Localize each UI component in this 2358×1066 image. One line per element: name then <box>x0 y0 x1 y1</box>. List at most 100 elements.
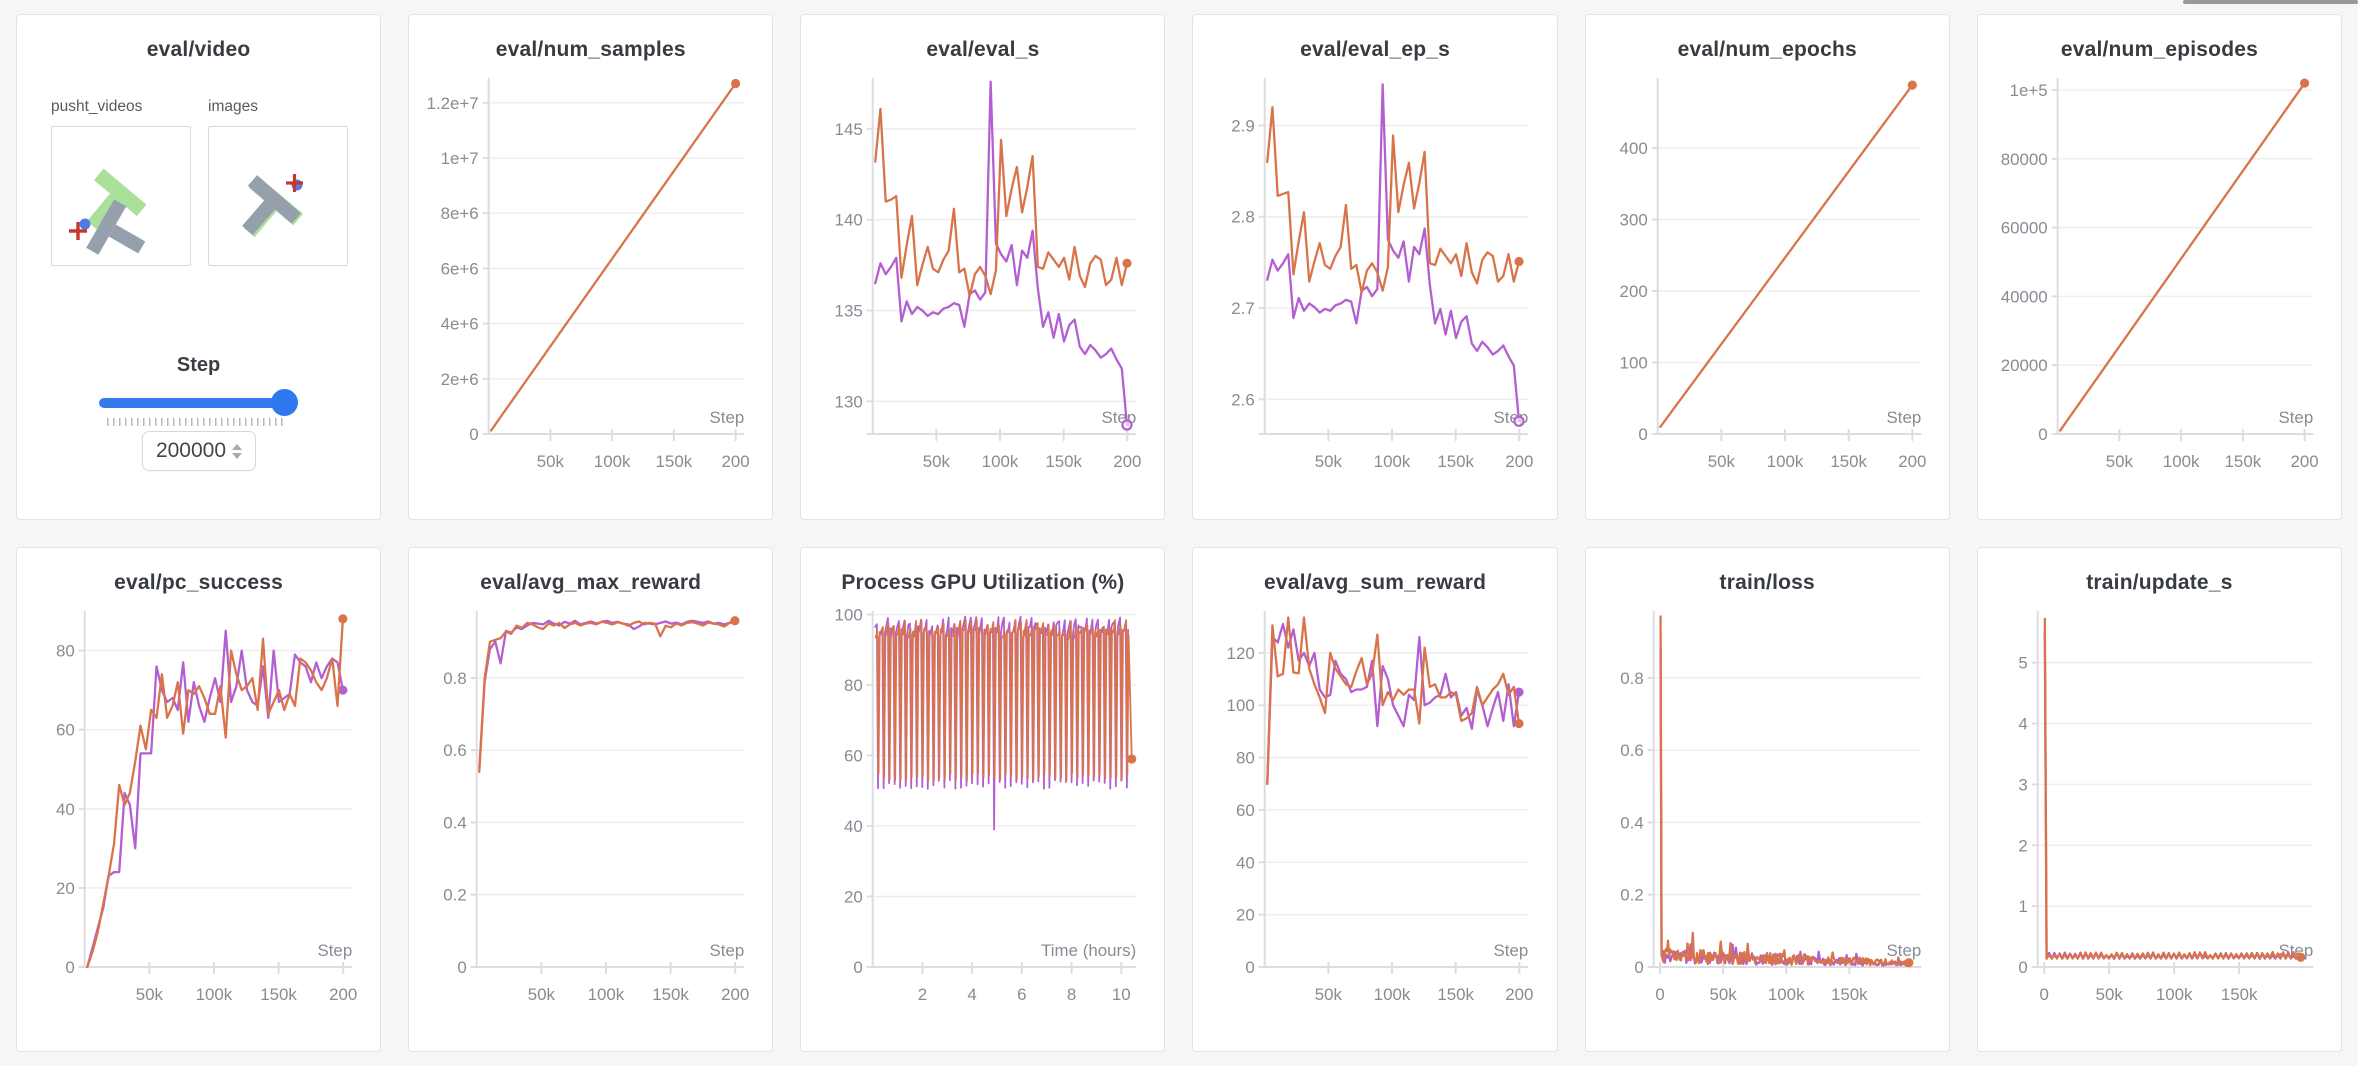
chart-panel-eval-num-epochs: eval/num_epochs 50k 100k 150k 200 0 100 200 300… <box>1584 14 1950 520</box>
chart-plot-area[interactable]: 50k 100k 150k 200 0 2e+6 4e+6 6e+6 8e+6 1e+7 1.2e+… <box>425 62 756 506</box>
x-tick-label: 100k <box>196 984 233 1003</box>
y-tick-label: 80 <box>56 641 75 660</box>
chart-plot-area[interactable]: 50k 100k 150k 200 0 20 40 60 80 Step <box>33 595 364 1039</box>
chart-panel-eval-num-samples: eval/num_samples 50k 100k 150k 200 0 2e+6 4e+6… <box>408 14 774 520</box>
y-tick-label: 0 <box>458 957 467 976</box>
step-slider-handle[interactable] <box>271 389 298 416</box>
y-tick-label: 20 <box>1236 905 1255 924</box>
chart-plot-area[interactable]: 0 50k 100k 150k 0 0.2 0.4 0.6 0.8 Step <box>1602 595 1933 1039</box>
chart-panel-eval-avg-sum-reward: eval/avg_sum_reward 50k 100k 150k 200 0 20 40 6… <box>1192 546 1558 1052</box>
x-tick-label: 50k <box>537 452 565 471</box>
target-cross <box>286 174 303 192</box>
chart-plot-area[interactable]: 50k 100k 150k 200 0 20 40 60 80 100 120 Step <box>1209 595 1540 1039</box>
end-marker-purple <box>1514 687 1525 697</box>
step-slider-ruler <box>107 418 287 426</box>
x-axis-label: Step <box>1494 940 1529 959</box>
y-tick-label: 2.6 <box>1232 390 1255 409</box>
series-orange <box>874 107 1129 298</box>
y-tick-label: 6e+6 <box>441 259 479 278</box>
y-tick-label: 200 <box>1619 282 1647 301</box>
series-orange <box>490 82 737 432</box>
x-tick-label: 150k <box>652 984 689 1003</box>
y-tick-label: 0.4 <box>1620 813 1643 832</box>
y-tick-label: 60 <box>56 720 75 739</box>
y-tick-label: 0 <box>2018 957 2027 976</box>
x-tick-label: 200 <box>1506 452 1534 471</box>
end-marker-orange <box>2299 78 2309 88</box>
y-tick-label: 145 <box>835 120 863 139</box>
y-tick-label: 300 <box>1619 211 1647 230</box>
panel-title: eval/video <box>146 38 251 61</box>
x-tick-label: 150k <box>656 452 693 471</box>
x-tick-label: 100k <box>1768 984 1805 1003</box>
y-tick-label: 2 <box>2018 836 2027 855</box>
end-marker-orange <box>1903 957 1914 967</box>
series-orange <box>1659 614 1910 967</box>
y-tick-label: 0.2 <box>443 885 466 904</box>
y-tick-label: 80000 <box>2001 150 2048 169</box>
y-tick-label: 40 <box>1236 853 1255 872</box>
y-tick-label: 0 <box>854 957 863 976</box>
y-tick-label: 0 <box>65 957 74 976</box>
chart-title: eval/num_episodes <box>2060 38 2258 61</box>
step-slider-track[interactable] <box>99 398 293 408</box>
x-tick-label: 200 <box>1114 452 1142 471</box>
x-axis-label: Step <box>2278 408 2313 427</box>
end-marker-orange <box>731 78 741 89</box>
block-t-shape <box>86 199 146 255</box>
video-thumbnail-images[interactable] <box>208 126 348 266</box>
horizontal-scrollbar-thumb[interactable] <box>2183 0 2358 4</box>
thumbnail-label: images <box>208 98 258 115</box>
y-tick-label: 80 <box>844 675 863 694</box>
x-tick-label: 100k <box>982 452 1019 471</box>
y-tick-label: 135 <box>835 301 863 320</box>
increment-icon[interactable] <box>232 443 243 450</box>
chart-plot-area[interactable]: 50k 100k 150k 200 0 100 200 300 400 Step <box>1602 62 1933 506</box>
chart-title: eval/num_epochs <box>1677 38 1857 61</box>
chart-title: eval/avg_sum_reward <box>1264 570 1487 594</box>
step-slider[interactable] <box>99 389 298 416</box>
x-axis-label: Step <box>317 940 352 959</box>
y-tick-label: 1 <box>2018 897 2027 916</box>
chart-plot-area[interactable]: 50k 100k 150k 200 0 0.2 0.4 0.6 0.8 Step <box>425 595 756 1039</box>
series-orange <box>478 619 737 773</box>
x-tick-label: 10 <box>1112 984 1131 1003</box>
x-tick-label: 200 <box>1898 452 1926 471</box>
end-marker-orange <box>1514 718 1525 728</box>
y-tick-label: 100 <box>1619 353 1647 372</box>
decrement-icon[interactable] <box>232 452 243 459</box>
x-axis-label: Step <box>710 940 745 959</box>
x-tick-label: 100k <box>1374 452 1411 471</box>
chart-title: Process GPU Utilization (%) <box>841 570 1125 594</box>
stepper-buttons <box>232 443 243 459</box>
x-tick-label: 50k <box>2106 452 2134 471</box>
video-thumbnail-pusht[interactable] <box>51 126 191 266</box>
y-tick-label: 20 <box>56 878 75 897</box>
chart-panel-eval-pc-success: eval/pc_success 50k 100k 150k 200 0 20 40 60 80 S… <box>16 546 382 1052</box>
series-purple <box>2043 630 2300 960</box>
end-marker-orange <box>1514 256 1525 267</box>
end-marker-orange <box>1907 80 1917 90</box>
x-tick-label: 200 <box>722 452 750 471</box>
chart-title: eval/pc_success <box>114 570 283 594</box>
y-tick-label: 3 <box>2018 775 2027 794</box>
y-tick-label: 4 <box>2018 714 2027 733</box>
x-axis-label: Step <box>1886 408 1921 427</box>
chart-plot-area[interactable]: 50k 100k 150k 200 0 20000 40000 60000 80000 1e+5 S… <box>1994 62 2325 506</box>
x-tick-label: 0 <box>1655 984 1664 1003</box>
series-orange <box>86 617 345 968</box>
thumbnail-label: pusht_videos <box>51 98 143 115</box>
chart-panel-eval-avg-max-reward: eval/avg_max_reward 50k 100k 150k 200 0 0.2 0.… <box>408 546 774 1052</box>
step-value-input[interactable]: 200000 <box>142 431 256 471</box>
x-tick-label: 150k <box>2221 984 2258 1003</box>
video-panel-body: pusht_videos images <box>33 62 364 511</box>
end-marker-orange <box>2296 952 2306 962</box>
pusht-scene-image <box>69 168 147 255</box>
images-scene-image <box>242 174 304 238</box>
y-tick-label: 5 <box>2018 653 2027 672</box>
y-tick-label: 0.8 <box>443 668 466 687</box>
